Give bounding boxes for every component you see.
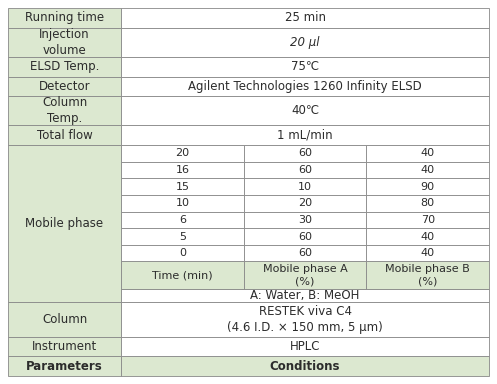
Bar	[366, 145, 489, 162]
Text: Mobile phase: Mobile phase	[25, 217, 103, 230]
Text: Detector: Detector	[39, 80, 90, 93]
Bar	[121, 195, 244, 212]
Bar	[366, 228, 489, 245]
Bar	[8, 8, 121, 28]
Text: 20 μl: 20 μl	[290, 36, 320, 49]
Bar	[366, 262, 489, 289]
Bar	[244, 195, 366, 212]
Bar	[121, 162, 244, 178]
Bar	[121, 126, 489, 145]
Bar	[8, 301, 121, 337]
Text: 60: 60	[298, 248, 312, 258]
Text: 10: 10	[175, 198, 189, 208]
Text: 6: 6	[179, 215, 186, 225]
Bar	[8, 126, 121, 145]
Text: 20: 20	[175, 148, 189, 158]
Bar	[121, 262, 244, 289]
Text: Injection
volume: Injection volume	[39, 28, 90, 57]
Text: Column
Temp.: Column Temp.	[42, 96, 87, 125]
Bar	[121, 337, 489, 356]
Text: Total flow: Total flow	[37, 129, 92, 142]
Text: 70: 70	[420, 215, 435, 225]
Bar	[244, 245, 366, 262]
Bar	[121, 96, 489, 126]
Text: 40: 40	[420, 232, 435, 242]
Bar	[121, 178, 244, 195]
Text: ELSD Temp.: ELSD Temp.	[30, 60, 99, 73]
Bar	[8, 57, 121, 76]
Bar	[8, 145, 121, 301]
Bar	[121, 245, 244, 262]
Bar	[366, 162, 489, 178]
Bar	[121, 57, 489, 76]
Text: 80: 80	[420, 198, 435, 208]
Text: A: Water, B: MeOH: A: Water, B: MeOH	[250, 289, 360, 302]
Text: 40: 40	[420, 165, 435, 175]
Text: 40: 40	[420, 248, 435, 258]
Bar	[121, 8, 489, 28]
Text: 90: 90	[420, 182, 435, 192]
Text: 16: 16	[175, 165, 189, 175]
Text: 15: 15	[175, 182, 189, 192]
Bar	[244, 178, 366, 195]
Bar	[244, 212, 366, 228]
Bar	[244, 262, 366, 289]
Bar	[366, 178, 489, 195]
Text: Conditions: Conditions	[270, 360, 340, 373]
Bar	[8, 356, 121, 376]
Text: 40: 40	[420, 148, 435, 158]
Text: 60: 60	[298, 148, 312, 158]
Bar	[121, 76, 489, 96]
Bar	[366, 195, 489, 212]
Text: Instrument: Instrument	[32, 340, 97, 353]
Text: 30: 30	[298, 215, 312, 225]
Text: 25 min: 25 min	[284, 11, 326, 24]
Bar	[121, 228, 244, 245]
Text: HPLC: HPLC	[290, 340, 320, 353]
Bar	[244, 145, 366, 162]
Bar	[8, 76, 121, 96]
Text: Column: Column	[42, 313, 87, 326]
Bar	[8, 337, 121, 356]
Text: Parameters: Parameters	[26, 360, 103, 373]
Text: Running time: Running time	[25, 11, 104, 24]
Text: 75℃: 75℃	[291, 60, 319, 73]
Bar	[8, 96, 121, 126]
Text: Mobile phase A
(%): Mobile phase A (%)	[262, 264, 347, 286]
Bar	[121, 356, 489, 376]
Bar	[244, 162, 366, 178]
Text: 60: 60	[298, 232, 312, 242]
Text: Time (min): Time (min)	[152, 270, 213, 280]
Bar	[366, 245, 489, 262]
Bar	[121, 212, 244, 228]
Bar	[121, 301, 489, 337]
Bar	[121, 289, 489, 301]
Text: 5: 5	[179, 232, 186, 242]
Bar	[244, 228, 366, 245]
Text: 20: 20	[298, 198, 312, 208]
Text: 1 mL/min: 1 mL/min	[277, 129, 333, 142]
Text: Agilent Technologies 1260 Infinity ELSD: Agilent Technologies 1260 Infinity ELSD	[188, 80, 422, 93]
Text: 0: 0	[179, 248, 186, 258]
Text: RESTEK viva C4
(4.6 I.D. × 150 mm, 5 μm): RESTEK viva C4 (4.6 I.D. × 150 mm, 5 μm)	[227, 305, 383, 334]
Text: 40℃: 40℃	[291, 104, 319, 117]
Text: Mobile phase B
(%): Mobile phase B (%)	[385, 264, 470, 286]
Bar	[366, 212, 489, 228]
Text: 60: 60	[298, 165, 312, 175]
Bar	[8, 28, 121, 57]
Text: 10: 10	[298, 182, 312, 192]
Bar	[121, 28, 489, 57]
Bar	[121, 145, 244, 162]
